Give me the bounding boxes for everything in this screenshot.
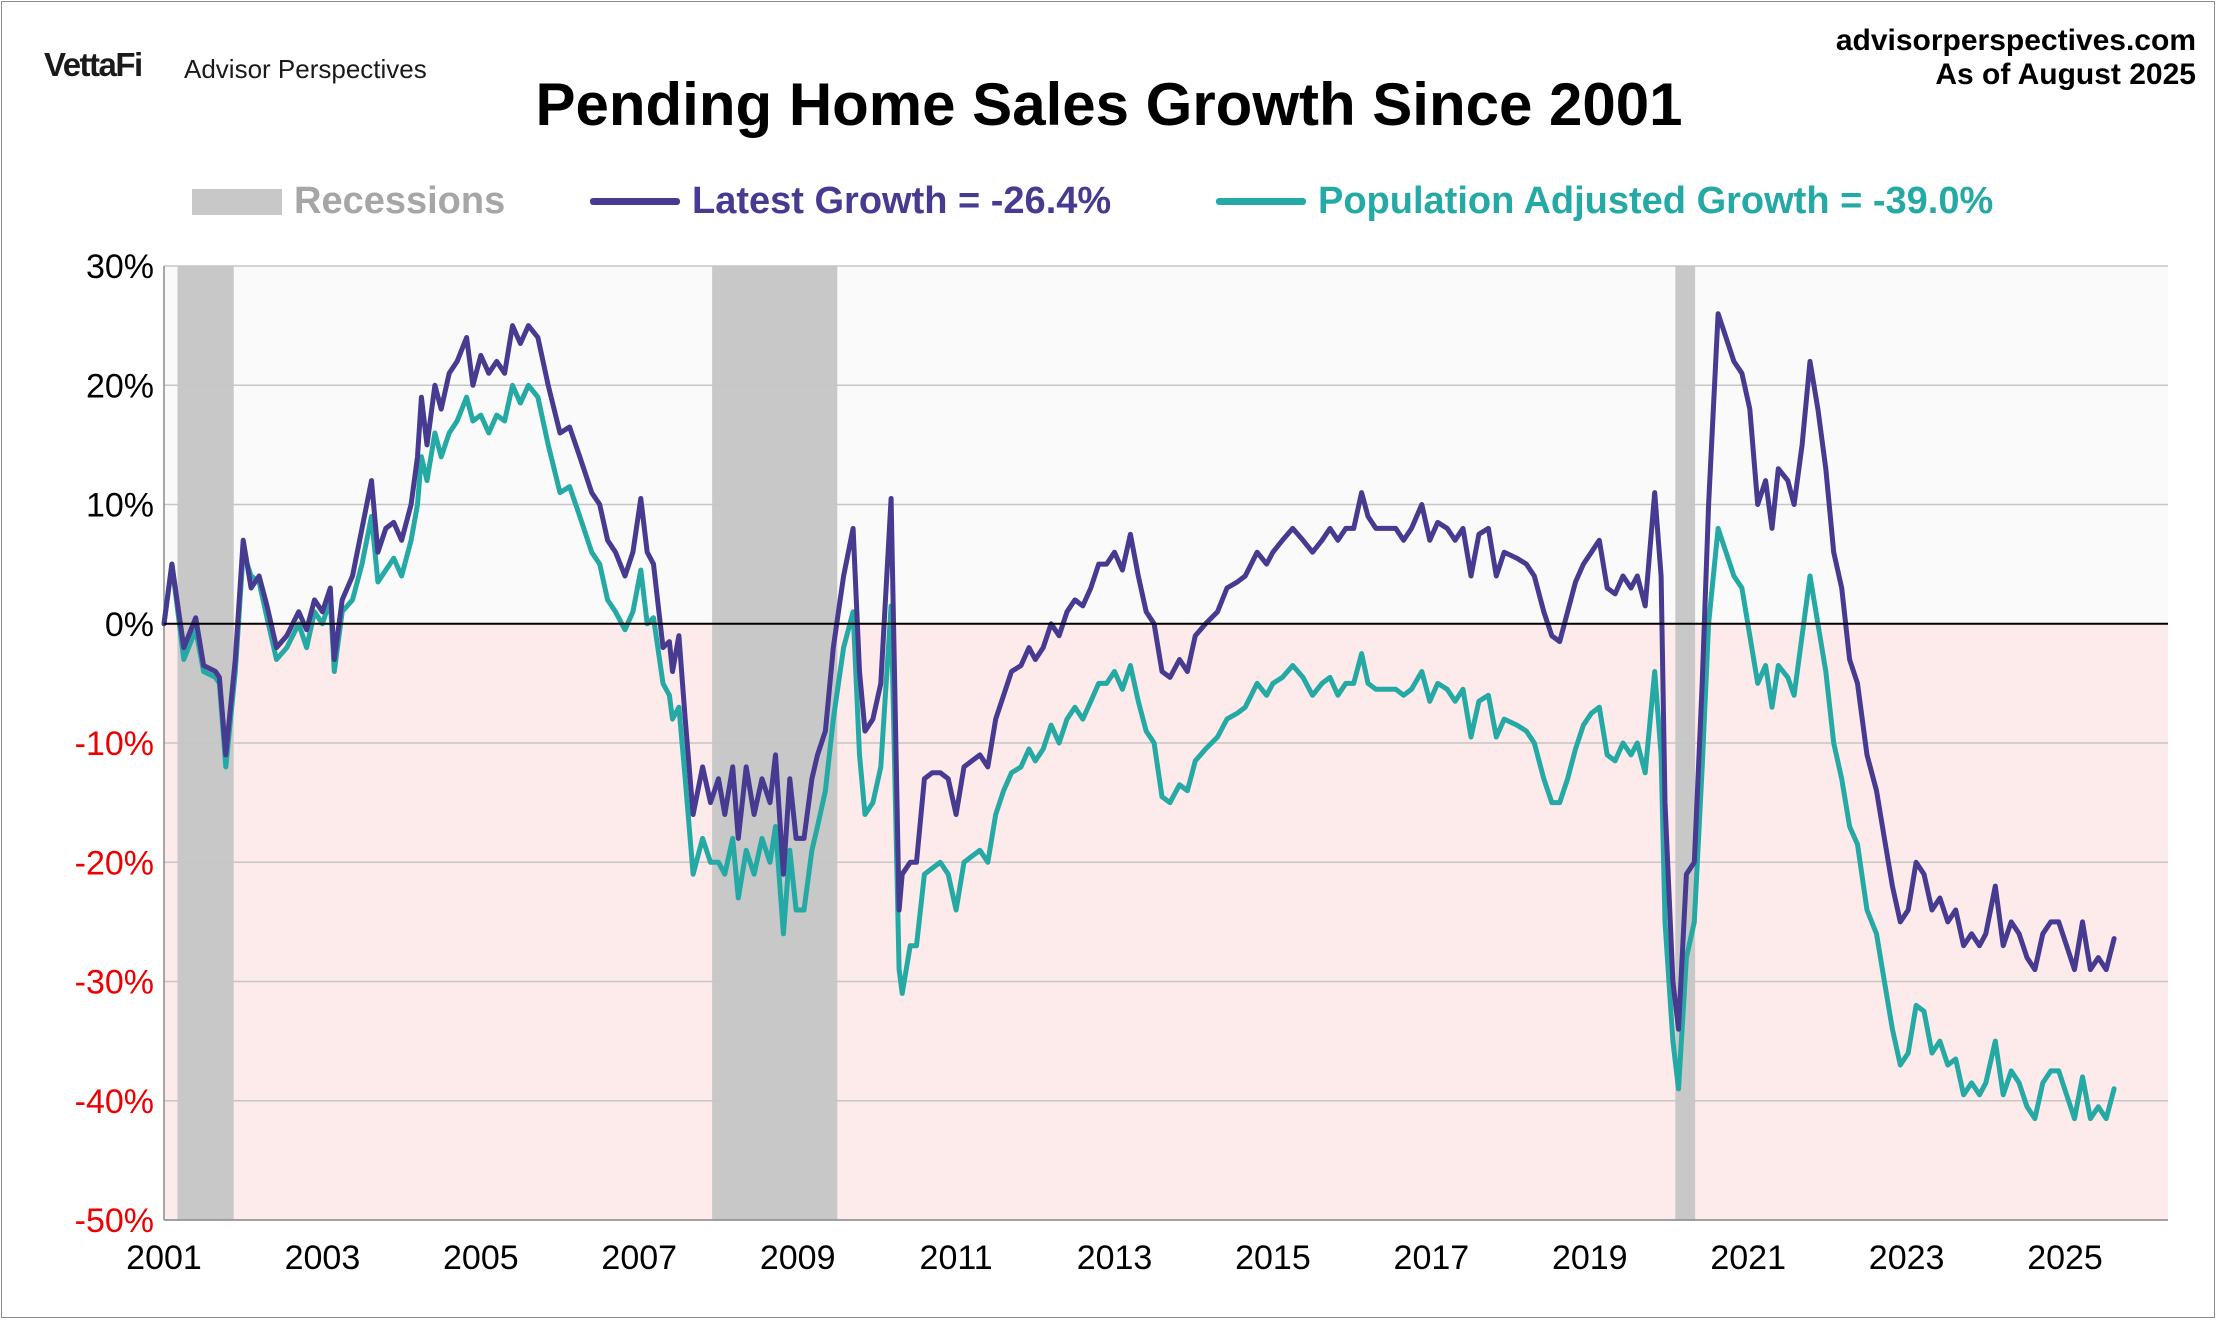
x-tick-label: 2015 bbox=[1235, 1239, 1311, 1277]
x-tick-label: 2023 bbox=[1869, 1239, 1945, 1277]
y-tick-label: -30% bbox=[75, 964, 154, 1002]
legend-recessions: Recessions bbox=[192, 180, 505, 223]
positive-zone bbox=[164, 266, 2168, 624]
x-tick-label: 2005 bbox=[443, 1239, 519, 1277]
x-tick-label: 2019 bbox=[1552, 1239, 1628, 1277]
legend-population: Population Adjusted Growth = -39.0% bbox=[1216, 180, 1993, 223]
x-tick-label: 2013 bbox=[1077, 1239, 1153, 1277]
series-line-latest bbox=[161, 311, 2117, 1032]
negative-zone bbox=[164, 623, 2168, 1220]
y-tick-label: 30% bbox=[86, 248, 154, 286]
latest-swatch bbox=[590, 198, 680, 205]
population-swatch bbox=[1216, 198, 1306, 205]
x-tick-label: 2017 bbox=[1394, 1239, 1470, 1277]
x-tick-label: 2007 bbox=[601, 1239, 677, 1277]
legend-latest-label: Latest Growth = -26.4% bbox=[692, 180, 1112, 222]
legend-recessions-label: Recessions bbox=[294, 180, 506, 222]
y-tick-label: -10% bbox=[75, 725, 154, 763]
x-tick-label: 2001 bbox=[126, 1239, 202, 1277]
chart-title: Pending Home Sales Growth Since 2001 bbox=[535, 71, 1683, 138]
x-tick-label: 2003 bbox=[285, 1239, 361, 1277]
series-line-population bbox=[161, 382, 2117, 1122]
recession-swatch bbox=[192, 188, 282, 215]
y-tick-label: -50% bbox=[75, 1202, 154, 1240]
y-tick-label: -20% bbox=[75, 844, 154, 882]
y-tick-label: 20% bbox=[86, 367, 154, 405]
y-tick-label: 0% bbox=[105, 606, 154, 644]
legend-population-label: Population Adjusted Growth = -39.0% bbox=[1318, 180, 1994, 222]
x-tick-label: 2025 bbox=[2027, 1239, 2103, 1277]
logo-subtitle: Advisor Perspectives bbox=[184, 54, 427, 84]
x-tick-label: 2021 bbox=[1710, 1239, 1786, 1277]
x-tick-label: 2011 bbox=[920, 1239, 993, 1277]
legend-latest: Latest Growth = -26.4% bbox=[590, 180, 1111, 223]
site-url: advisorperspectives.com bbox=[1835, 24, 2196, 57]
x-tick-label: 2009 bbox=[760, 1239, 836, 1277]
y-tick-label: -40% bbox=[75, 1083, 154, 1121]
vettafi-logo: VettaFi bbox=[44, 46, 143, 83]
y-tick-label: 10% bbox=[86, 487, 154, 525]
as-of-date: As of August 2025 bbox=[1935, 58, 2196, 91]
